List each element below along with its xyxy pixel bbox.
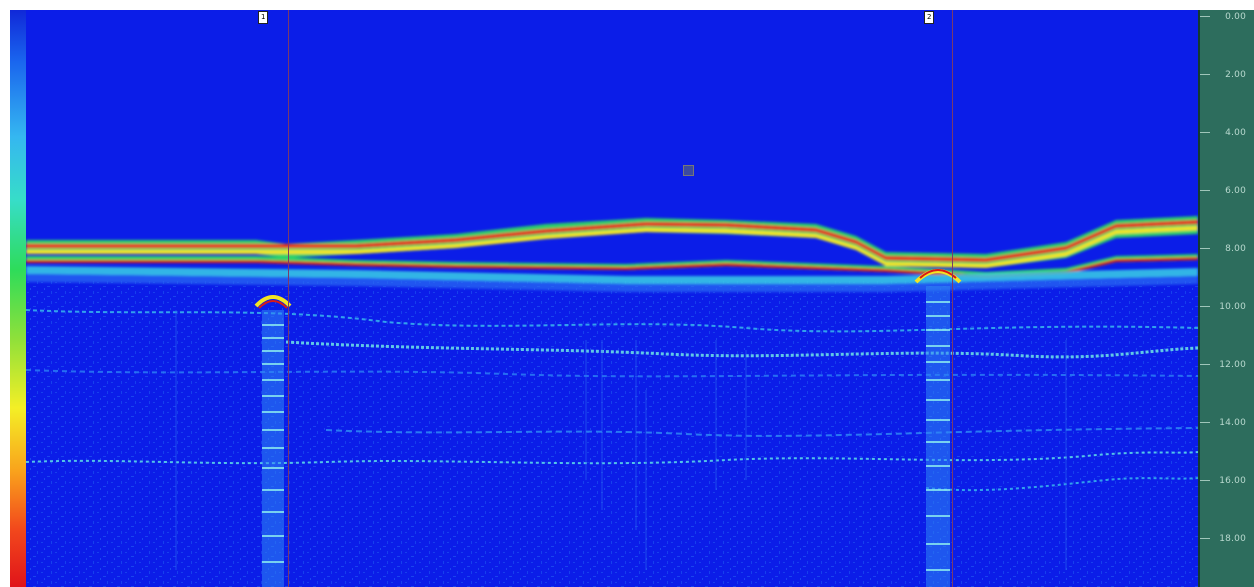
marker-flag-2[interactable]: 2 bbox=[924, 11, 935, 24]
depth-tick bbox=[1200, 248, 1210, 249]
depth-tick bbox=[1200, 422, 1210, 423]
depth-tick bbox=[1200, 480, 1210, 481]
depth-tick-label: 4.00 bbox=[1225, 128, 1246, 138]
depth-tick-label: 14.00 bbox=[1219, 418, 1246, 428]
reflection-layers bbox=[26, 309, 1198, 492]
radargram-display[interactable] bbox=[26, 10, 1198, 587]
depth-tick bbox=[1200, 132, 1210, 133]
depth-tick-label: 6.00 bbox=[1225, 186, 1246, 196]
color-scale-bar bbox=[10, 10, 26, 587]
depth-tick-label: 16.00 bbox=[1219, 476, 1246, 486]
depth-tick-label: 2.00 bbox=[1225, 70, 1246, 80]
depth-tick-label: 10.00 bbox=[1219, 302, 1246, 312]
depth-tick-label: 12.00 bbox=[1219, 360, 1246, 370]
depth-tick-label: 18.00 bbox=[1219, 534, 1246, 544]
depth-tick bbox=[1200, 190, 1210, 191]
marker-flag-1[interactable]: 1 bbox=[258, 11, 269, 24]
marker-line-1[interactable] bbox=[288, 10, 289, 587]
hyperbola-target-1 bbox=[254, 295, 292, 587]
depth-tick bbox=[1200, 364, 1210, 365]
air-region bbox=[26, 10, 1198, 240]
subsurface-texture bbox=[26, 280, 1198, 587]
marker-line-2[interactable] bbox=[952, 10, 953, 587]
vertical-streaks bbox=[175, 310, 1067, 570]
depth-tick-label: 0.00 bbox=[1225, 12, 1246, 22]
cursor-box[interactable] bbox=[683, 165, 694, 176]
depth-tick bbox=[1200, 74, 1210, 75]
hyperbola-target-2 bbox=[914, 269, 962, 587]
depth-tick-label: 8.00 bbox=[1225, 244, 1246, 254]
depth-tick bbox=[1200, 16, 1210, 17]
depth-tick bbox=[1200, 306, 1210, 307]
depth-ruler[interactable]: 0.00 2.00 4.00 6.00 8.00 10.00 12.00 14.… bbox=[1198, 10, 1254, 587]
ground-surface-bands bbox=[26, 216, 1198, 292]
radargram-canvas bbox=[26, 10, 1198, 587]
depth-tick bbox=[1200, 538, 1210, 539]
top-border bbox=[0, 0, 1254, 8]
